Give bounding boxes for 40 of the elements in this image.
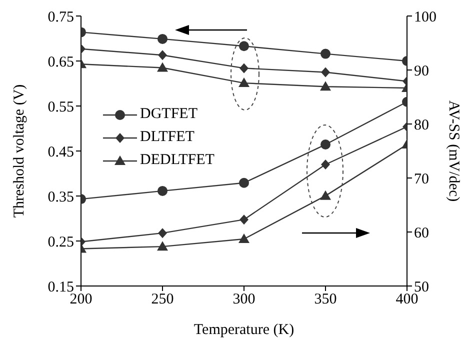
- point: [158, 186, 168, 196]
- point: [320, 48, 330, 59]
- point: [321, 67, 330, 78]
- point: [158, 50, 167, 60]
- x-tick-label: 350: [314, 292, 337, 308]
- y-axis-title: Threshold voltage (V): [11, 84, 28, 218]
- y-tick-label: 0.75: [48, 9, 74, 26]
- point: [321, 160, 330, 170]
- point: [158, 34, 168, 44]
- point: [238, 78, 250, 88]
- point: [240, 63, 248, 74]
- point: [157, 241, 168, 251]
- point: [239, 41, 249, 52]
- point: [238, 234, 250, 244]
- x-tick-label: 200: [70, 292, 92, 308]
- y2-tick-label: 90: [414, 63, 429, 80]
- y-tick-label: 0.55: [48, 99, 74, 116]
- x-tick-label: 400: [396, 292, 418, 308]
- y2-tick-label: 100: [414, 9, 436, 26]
- x-axis-title: Temperature (K): [194, 322, 294, 338]
- x-tick-label: 300: [232, 292, 256, 308]
- y-tick-label: 0.65: [48, 54, 74, 70]
- y-tick-label: 0.35: [48, 189, 74, 206]
- y2-tick-label: 80: [414, 117, 429, 134]
- y2-tick-label: 60: [414, 225, 429, 242]
- point: [320, 140, 330, 150]
- y-tick-label: 0.25: [48, 234, 74, 250]
- legend-label: DLTFET: [140, 129, 194, 146]
- point: [320, 190, 331, 200]
- point: [157, 62, 168, 72]
- point: [239, 178, 249, 188]
- point: [240, 214, 248, 225]
- y2-axis-title: AV-SS (mV/dec): [446, 100, 462, 202]
- y2-tick-label: 70: [414, 171, 429, 188]
- x-tick-label: 250: [151, 292, 174, 308]
- point: [158, 228, 167, 238]
- y-tick-label: 0.45: [48, 144, 74, 160]
- point: [320, 81, 331, 91]
- legend-label: DEDLTFET: [140, 152, 214, 169]
- legend-label: DGTFET: [140, 106, 198, 123]
